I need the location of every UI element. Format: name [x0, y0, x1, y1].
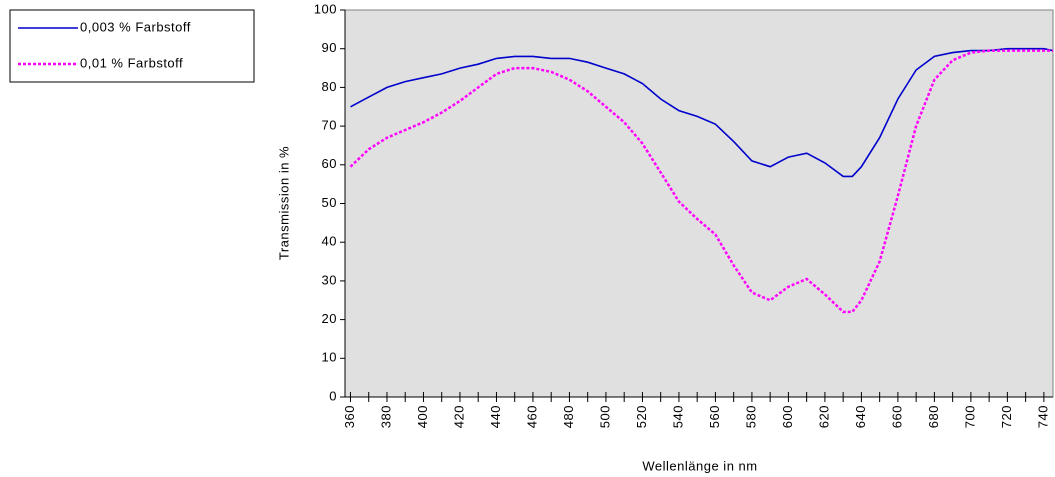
x-tick-label: 600	[780, 405, 795, 428]
x-tick-label: 360	[342, 405, 357, 428]
y-tick-label: 70	[322, 118, 337, 133]
x-tick-label: 660	[889, 405, 904, 428]
x-tick-label: 380	[378, 405, 393, 428]
x-tick-label: 460	[524, 405, 539, 428]
y-tick-label: 80	[322, 79, 337, 94]
x-tick-label: 420	[451, 405, 466, 428]
plot-area	[344, 9, 1054, 398]
x-tick-label: 680	[926, 405, 941, 428]
x-tick-label: 580	[743, 405, 758, 428]
x-tick-label: 440	[488, 405, 503, 428]
y-tick-label: 0	[329, 388, 337, 403]
y-axis-title: Transmission in %	[276, 146, 291, 260]
y-tick-label: 50	[322, 195, 337, 210]
y-tick-label: 30	[322, 272, 337, 287]
x-tick-label: 400	[415, 405, 430, 428]
x-tick-label: 740	[1035, 405, 1050, 428]
x-tick-label: 640	[853, 405, 868, 428]
x-tick-label: 700	[962, 405, 977, 428]
x-tick-label: 500	[597, 405, 612, 428]
legend-label: 0,003 % Farbstoff	[80, 19, 191, 34]
x-tick-label: 720	[999, 405, 1014, 428]
x-tick-label: 560	[707, 405, 722, 428]
y-tick-label: 10	[322, 350, 337, 365]
x-tick-label: 620	[816, 405, 831, 428]
y-tick-label: 60	[322, 156, 337, 171]
y-tick-label: 90	[322, 40, 337, 55]
legend-box	[9, 9, 255, 83]
x-tick-label: 520	[634, 405, 649, 428]
series-line	[350, 47, 1054, 178]
y-tick-label: 20	[322, 311, 337, 326]
legend-label: 0,01 % Farbstoff	[80, 55, 183, 70]
series-line	[349, 49, 1053, 314]
x-tick-label: 540	[670, 405, 685, 428]
x-tick-label: 480	[561, 405, 576, 428]
y-tick-label: 100	[314, 1, 337, 16]
x-axis-title: Wellenlänge in nm	[642, 458, 757, 473]
y-tick-label: 40	[322, 234, 337, 249]
